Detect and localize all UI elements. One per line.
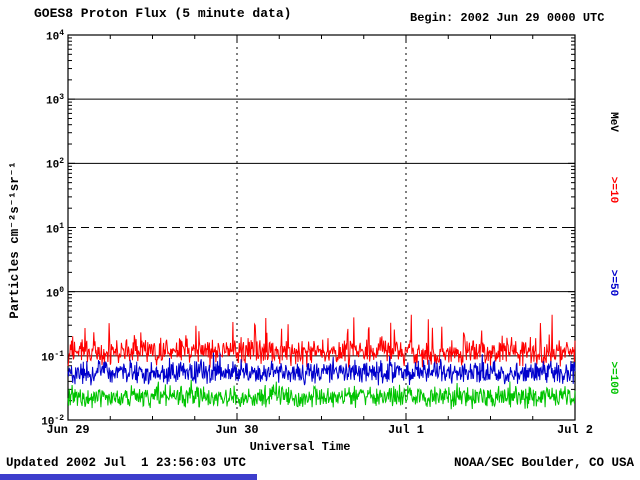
y-tick-10e-1: 10-1 <box>41 349 64 365</box>
bottom-blue-bar <box>0 474 257 480</box>
y-tick-10e4: 104 <box>45 29 64 44</box>
series-label-ge50: >=50 <box>607 269 619 297</box>
series-line-gege10 <box>67 314 576 369</box>
y-tick-10e2: 102 <box>45 157 64 172</box>
y-axis-label: Particles cm⁻²s⁻¹sr⁻¹ <box>8 161 22 319</box>
series-label-ge10: >=10 <box>607 176 619 204</box>
x-tick-jul-2: Jul 2 <box>556 423 594 437</box>
x-tick-jun-30: Jun 30 <box>215 423 259 437</box>
updated-timestamp: Updated 2002 Jul 1 23:56:03 UTC <box>6 456 247 470</box>
series-line-gege100 <box>67 379 576 410</box>
y-tick-10e3: 103 <box>45 93 64 108</box>
series-label-ge100: >=100 <box>607 361 619 395</box>
chart-title: GOES8 Proton Flux (5 minute data) <box>34 6 292 21</box>
credit-text: NOAA/SEC Boulder, CO USA <box>453 456 634 470</box>
begin-timestamp: Begin: 2002 Jun 29 0000 UTC <box>410 11 605 25</box>
x-tick-jun-29: Jun 29 <box>46 423 90 437</box>
y-tick-10e1: 101 <box>45 221 64 237</box>
right-axis-unit-label: MeV <box>607 112 619 132</box>
series-line-gege50 <box>67 352 576 386</box>
x-axis-label: Universal Time <box>249 440 351 454</box>
x-tick-jul-1: Jul 1 <box>387 423 425 437</box>
y-tick-10e0: 100 <box>45 285 64 301</box>
y-tick-10e-2: 10-2 <box>41 414 64 429</box>
